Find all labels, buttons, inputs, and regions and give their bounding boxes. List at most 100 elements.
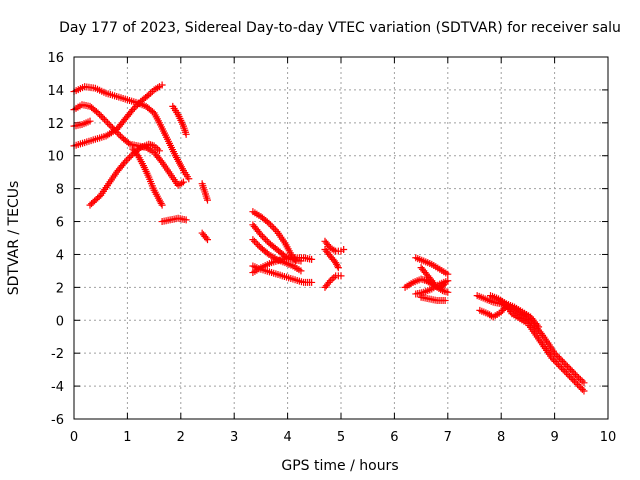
data-point (571, 371, 579, 379)
data-series (412, 254, 452, 278)
data-point (580, 379, 588, 387)
data-point (104, 119, 112, 127)
data-point (444, 288, 452, 296)
data-point (135, 145, 143, 153)
chart-title: Day 177 of 2023, Sidereal Day-to-day VTE… (59, 20, 621, 36)
data-point (337, 272, 345, 280)
data-series (476, 301, 588, 395)
data-point (127, 152, 135, 160)
data-point (202, 234, 210, 242)
data-point (268, 222, 276, 230)
data-point (185, 175, 193, 183)
data-point (157, 199, 165, 207)
data-series (249, 236, 305, 275)
data-point (133, 150, 141, 158)
data-point (550, 356, 558, 364)
x-tick-label: 8 (497, 430, 505, 445)
data-point (566, 372, 574, 380)
y-tick-label: 16 (47, 51, 64, 66)
data-point (562, 369, 570, 377)
data-series (487, 292, 543, 331)
data-point (564, 371, 572, 379)
data-point (134, 101, 142, 109)
data-point (124, 155, 132, 163)
data-point (297, 267, 305, 275)
data-point (256, 229, 264, 237)
data-point (567, 374, 575, 382)
x-tick-label: 4 (283, 430, 291, 445)
data-point (570, 369, 578, 377)
data-point (116, 132, 124, 140)
data-point (572, 379, 580, 387)
y-tick-label: 4 (56, 248, 64, 263)
data-point (92, 108, 100, 116)
data-point (260, 234, 268, 242)
data-point (86, 117, 94, 125)
data-point (259, 232, 267, 240)
data-series (417, 293, 449, 305)
data-point (263, 237, 271, 245)
data-point (554, 361, 562, 369)
data-point (570, 377, 578, 385)
data-series (249, 254, 316, 277)
data-point (119, 160, 127, 168)
y-tick-label: -4 (51, 380, 64, 395)
data-point (328, 275, 336, 283)
data-point (262, 236, 270, 244)
data-point (182, 130, 190, 138)
y-tick-label: 8 (56, 183, 64, 198)
data-point (126, 153, 134, 161)
y-tick-label: 14 (47, 84, 64, 99)
data-point (204, 196, 211, 204)
data-point (121, 158, 129, 166)
data-point (557, 356, 565, 364)
data-point (115, 130, 123, 138)
data-point (551, 357, 559, 365)
x-tick-label: 10 (600, 430, 617, 445)
data-point (265, 219, 273, 227)
data-point (333, 262, 341, 270)
data-series (70, 83, 193, 183)
data-point (179, 178, 187, 186)
data-series (129, 145, 166, 209)
data-point (575, 382, 583, 390)
data-point (441, 297, 449, 305)
x-axis-label: GPS time / hours (281, 458, 398, 474)
data-point (263, 218, 271, 226)
data-point (554, 352, 562, 360)
data-point (574, 380, 582, 388)
data-point (143, 92, 151, 100)
data-point (255, 242, 263, 250)
x-tick-label: 0 (70, 430, 78, 445)
data-point (271, 226, 279, 234)
x-tick-label: 3 (230, 430, 238, 445)
data-point (569, 376, 577, 384)
data-point (105, 120, 113, 128)
data-point (330, 273, 338, 281)
data-point (204, 236, 211, 244)
data-point (444, 270, 452, 278)
data-point (155, 147, 163, 155)
x-tick-label: 2 (177, 430, 185, 445)
data-point (252, 239, 260, 247)
data-point (96, 111, 104, 119)
y-tick-label: 10 (47, 150, 64, 165)
data-series (70, 101, 187, 189)
y-tick-label: 2 (56, 281, 64, 296)
data-point (249, 236, 257, 244)
data-series (473, 292, 588, 387)
data-series (321, 272, 345, 291)
data-point (535, 323, 543, 331)
data-marks (70, 81, 588, 395)
data-point (533, 321, 541, 329)
data-point (563, 362, 571, 370)
data-point (578, 385, 586, 393)
data-point (555, 354, 563, 362)
data-point (552, 351, 560, 359)
data-point (556, 362, 564, 370)
data-point (250, 237, 258, 245)
data-point (577, 384, 585, 392)
data-point (132, 102, 140, 110)
data-point (334, 264, 342, 272)
